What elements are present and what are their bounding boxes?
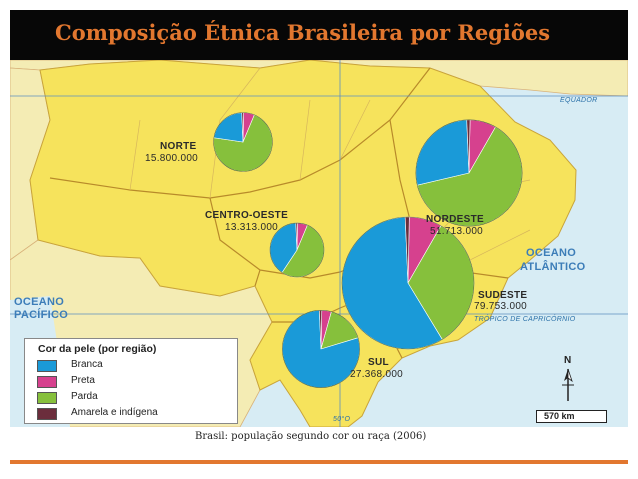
north-label: N: [564, 355, 572, 366]
region-name-sudeste: SUDESTE: [478, 290, 528, 301]
north-arrow: N: [554, 355, 584, 405]
equator-label: EQUADOR: [560, 97, 598, 104]
legend-swatch-preta: [37, 376, 57, 388]
legend-label-amarela-indigena: Amarela e indígena: [71, 407, 158, 418]
map-caption: Brasil: população segundo cor ou raça (2…: [195, 431, 427, 442]
legend-swatch-amarela-indigena: [37, 408, 57, 420]
legend-title: Cor da pele (por região): [38, 343, 157, 355]
region-name-norte: NORTE: [160, 141, 197, 152]
region-name-sul: SUL: [368, 357, 389, 368]
ocean-atlantic-label-2: ATLÂNTICO: [520, 261, 586, 273]
scale-label: 570 km: [544, 411, 575, 421]
meridian-label: 50°O: [333, 416, 351, 423]
caption-band: [10, 427, 628, 453]
region-pop-centro-oeste: 13.313.000: [225, 222, 279, 233]
pie-charts: [213, 112, 523, 388]
compass-icon: [562, 368, 574, 401]
pie-outline-norte: [213, 112, 273, 172]
pie-outline-nordeste: [415, 119, 523, 227]
legend-label-parda: Parda: [71, 391, 98, 402]
legend-swatch-parda: [37, 392, 57, 404]
scale-bar-icon: [536, 410, 607, 423]
region-name-nordeste: NORDESTE: [426, 214, 484, 225]
legend-swatch-branca: [37, 360, 57, 372]
border-norte: [49, 67, 431, 199]
region-pop-sudeste: 79.753.000: [474, 301, 528, 312]
pie-outline-sudeste: [341, 216, 475, 350]
pie-outline-sul: [282, 310, 360, 388]
region-name-centro-oeste: CENTRO-OESTE: [205, 210, 289, 221]
scale-bar: 570 km: [536, 410, 608, 424]
ocean-atlantic-label-1: OCEANO: [526, 247, 577, 259]
region-pop-norte: 15.800.000: [145, 153, 199, 164]
tropic-label: TRÓPICO DE CAPRICÓRNIO: [474, 316, 576, 323]
legend-label-preta: Preta: [71, 375, 95, 386]
ocean-pacific-label-1: OCEANO: [14, 296, 65, 308]
region-pop-nordeste: 51.713.000: [430, 226, 484, 237]
ocean-pacific-label-2: PACÍFICO: [14, 309, 69, 321]
state-borders: [129, 67, 531, 271]
region-pop-sul: 27.368.000: [350, 369, 404, 380]
bottom-rule: [10, 460, 628, 464]
title-bar: [10, 10, 628, 60]
slide-title: Composição Étnica Brasileira por Regiões: [55, 20, 551, 45]
legend-label-branca: Branca: [71, 359, 103, 370]
pie-outline-centro-oeste: [269, 222, 325, 278]
legend: Cor da pele (por região) Branca Preta Pa…: [24, 338, 238, 424]
